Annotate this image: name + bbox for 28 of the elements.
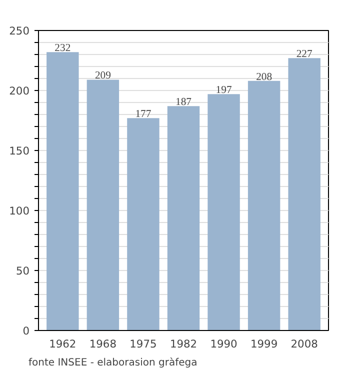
y-tick-label: 200	[9, 84, 30, 98]
x-tick-label: 2008	[290, 338, 318, 350]
y-tick-label: 50	[16, 264, 30, 278]
data-label: 187	[176, 97, 192, 108]
x-tick-label: 1999	[250, 338, 278, 350]
data-label: 208	[256, 72, 272, 83]
source-note: fonte INSEE - elaborasion gràfega	[28, 358, 198, 368]
bar	[208, 94, 240, 330]
y-tick-label: 250	[9, 24, 30, 38]
data-label: 209	[94, 70, 111, 82]
bar	[127, 118, 160, 330]
y-tick-label: 0	[22, 324, 30, 338]
bar	[288, 58, 320, 330]
x-tick-label: 1962	[49, 338, 76, 350]
data-label: 232	[54, 43, 71, 54]
x-tick-label: 1975	[130, 338, 157, 350]
bar	[86, 80, 120, 330]
x-tick-label: 1968	[89, 338, 117, 350]
y-tick-label: 150	[9, 144, 30, 158]
x-tick-label: 1982	[170, 338, 198, 350]
data-label: 227	[296, 49, 313, 60]
bar	[46, 52, 79, 330]
data-label: 197	[216, 85, 232, 96]
bar	[248, 80, 280, 330]
y-tick-label: 100	[9, 204, 30, 218]
data-label: 177	[135, 109, 152, 120]
bar	[167, 106, 200, 330]
x-tick-label: 1990	[210, 338, 238, 350]
